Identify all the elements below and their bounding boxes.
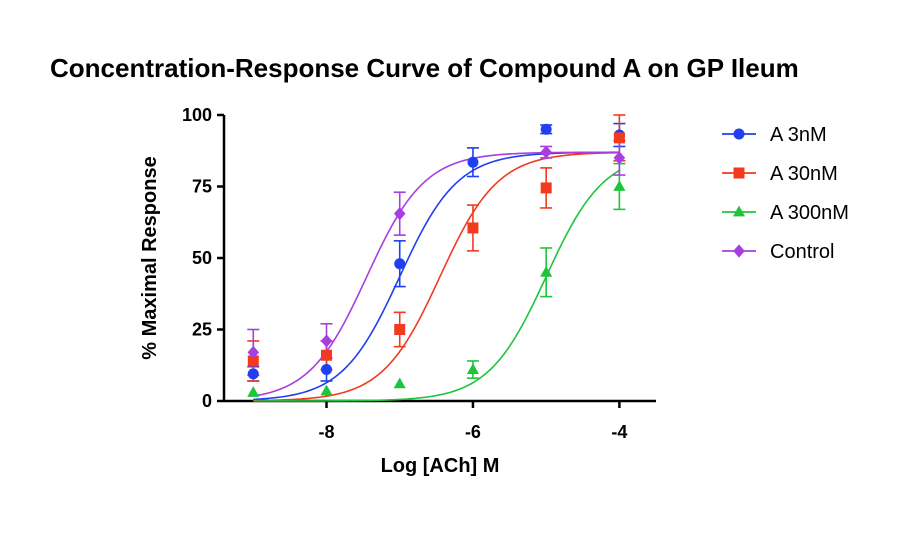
data-point-a-30nm <box>467 222 479 234</box>
legend-label-a-3nm: A 3nM <box>770 124 827 146</box>
y-tick-label: 50 <box>192 248 212 268</box>
fit-curve-a-30nm <box>253 151 620 402</box>
fit-curve-control <box>253 151 620 397</box>
data-point-a-300nm <box>466 363 479 374</box>
data-markers <box>247 123 626 397</box>
data-point-a-3nm <box>540 123 552 135</box>
data-point-a-3nm <box>394 258 406 270</box>
legend-label-a-300nm: A 300nM <box>770 202 849 224</box>
data-point-a-300nm <box>247 386 260 397</box>
legend-marker-a-3nm <box>733 128 745 140</box>
data-point-a-3nm <box>247 368 259 380</box>
legend-label-control: Control <box>770 241 834 263</box>
chart-title: Concentration-Response Curve of Compound… <box>50 53 799 83</box>
fit-curve-a-3nm <box>253 151 620 401</box>
data-point-a-300nm <box>393 377 406 389</box>
legend: A 3nM A 30nM A 300nM Control <box>722 124 849 263</box>
x-axis-title: Log [ACh] M <box>381 455 500 477</box>
data-point-a-30nm <box>247 355 259 367</box>
fit-curve-a-300nm <box>253 169 620 402</box>
data-point-a-30nm <box>540 182 552 194</box>
axes: 0 25 50 75 100 -8 -6 -4 <box>182 105 656 442</box>
data-point-a-3nm <box>467 156 479 168</box>
legend-label-a-30nm: A 30nM <box>770 163 838 185</box>
data-point-a-3nm <box>321 364 333 376</box>
data-point-control <box>613 151 626 165</box>
data-point-control <box>540 145 552 159</box>
fit-curves <box>253 151 620 402</box>
data-point-a-30nm <box>613 132 625 144</box>
data-point-a-300nm <box>320 384 333 396</box>
x-tick-label: -4 <box>611 422 627 442</box>
y-tick-label: 0 <box>202 391 212 411</box>
legend-marker-control <box>733 244 745 258</box>
x-tick-label: -8 <box>319 422 335 442</box>
legend-marker-a-30nm <box>733 167 745 179</box>
y-tick-label: 25 <box>192 320 212 340</box>
y-tick-label: 100 <box>182 105 212 125</box>
y-tick-label: 75 <box>192 177 212 197</box>
data-point-a-30nm <box>321 349 333 361</box>
data-point-control <box>320 334 333 348</box>
legend-marker-a-300nm <box>732 205 746 217</box>
data-point-control <box>247 345 260 359</box>
data-point-control <box>393 207 406 221</box>
x-tick-label: -6 <box>465 422 481 442</box>
data-point-a-300nm <box>540 265 553 277</box>
data-point-a-300nm <box>613 180 626 191</box>
data-point-a-30nm <box>394 324 406 335</box>
y-axis-title: % Maximal Response <box>139 156 161 359</box>
